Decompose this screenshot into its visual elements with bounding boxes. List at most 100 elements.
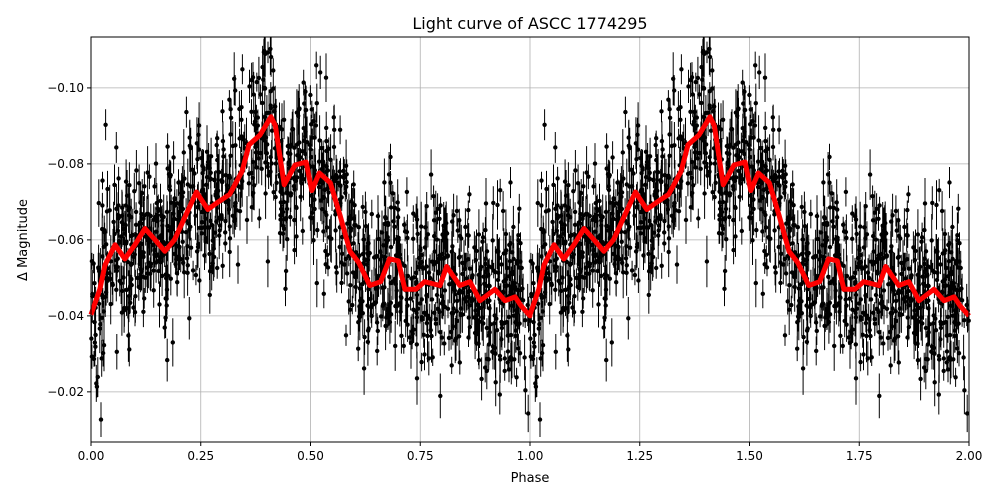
data-point xyxy=(413,270,419,275)
data-point xyxy=(933,328,939,333)
data-point xyxy=(750,119,755,124)
data-point xyxy=(366,326,371,331)
data-point xyxy=(92,319,97,325)
data-point xyxy=(233,200,238,206)
data-point xyxy=(597,198,602,204)
data-point xyxy=(237,136,242,141)
data-point xyxy=(512,280,517,286)
data-point xyxy=(235,262,241,267)
data-point xyxy=(340,251,345,256)
data-point xyxy=(701,85,706,91)
data-point xyxy=(889,324,895,329)
data-point xyxy=(484,356,490,362)
data-point xyxy=(446,335,452,341)
data-point xyxy=(284,190,289,195)
data-point xyxy=(227,249,232,255)
data-point xyxy=(449,249,454,254)
data-point xyxy=(757,70,762,75)
data-point xyxy=(922,261,927,267)
data-point xyxy=(159,273,165,279)
data-point xyxy=(877,393,882,399)
data-point xyxy=(642,216,647,221)
data-point xyxy=(875,269,880,274)
data-point xyxy=(500,208,506,214)
data-point xyxy=(182,270,187,275)
data-point xyxy=(284,206,290,212)
data-point xyxy=(124,193,130,198)
data-point xyxy=(562,203,568,208)
data-point xyxy=(755,184,761,190)
data-point xyxy=(425,333,430,339)
data-point xyxy=(529,291,534,297)
data-point xyxy=(154,200,159,206)
data-point xyxy=(669,213,675,218)
data-point xyxy=(339,280,344,286)
data-point xyxy=(108,276,113,282)
data-point xyxy=(467,324,473,330)
data-point xyxy=(894,228,899,233)
data-point xyxy=(424,204,429,209)
data-point xyxy=(892,338,897,343)
data-point xyxy=(445,306,451,311)
data-point xyxy=(688,109,693,115)
data-point xyxy=(334,270,339,275)
data-point xyxy=(776,127,782,132)
data-point xyxy=(636,225,642,230)
data-point xyxy=(614,280,619,285)
data-point xyxy=(623,109,628,115)
data-point xyxy=(536,269,541,274)
data-point xyxy=(929,349,934,354)
data-point xyxy=(649,238,654,243)
data-point xyxy=(483,201,489,206)
data-point xyxy=(508,180,513,185)
data-point xyxy=(858,252,863,258)
data-point xyxy=(434,292,440,298)
data-point xyxy=(314,280,319,286)
data-point xyxy=(486,342,492,347)
data-point xyxy=(607,225,612,230)
data-point xyxy=(431,194,436,199)
data-point xyxy=(357,286,362,291)
data-point xyxy=(764,252,769,257)
data-point xyxy=(174,271,180,276)
data-point xyxy=(678,117,683,123)
data-point xyxy=(860,332,865,337)
data-point xyxy=(404,189,410,195)
data-point xyxy=(698,166,703,171)
data-point xyxy=(268,169,273,174)
data-point xyxy=(753,101,758,106)
data-point xyxy=(796,253,801,258)
data-point xyxy=(539,295,544,301)
data-point xyxy=(387,319,393,325)
data-point xyxy=(938,337,943,342)
data-point xyxy=(480,315,485,320)
data-point xyxy=(122,231,128,236)
data-point xyxy=(835,235,840,240)
data-point xyxy=(590,242,595,248)
data-point xyxy=(505,349,511,354)
data-point xyxy=(506,367,512,372)
data-point xyxy=(307,142,313,148)
x-tick-label: 0.75 xyxy=(407,449,434,463)
data-point xyxy=(92,281,97,286)
data-point xyxy=(509,357,514,362)
data-point xyxy=(93,332,98,338)
data-point xyxy=(854,264,859,270)
data-point xyxy=(616,244,621,250)
data-point xyxy=(555,203,560,208)
data-point xyxy=(258,92,263,97)
data-point xyxy=(767,157,772,162)
data-point xyxy=(582,275,587,280)
data-point xyxy=(941,283,947,289)
data-point xyxy=(226,207,232,212)
data-point xyxy=(132,252,137,257)
data-point xyxy=(847,340,853,345)
data-point xyxy=(344,271,350,276)
data-point xyxy=(905,207,910,213)
data-point xyxy=(141,309,146,314)
data-point xyxy=(388,180,393,185)
data-point xyxy=(855,255,861,261)
data-point xyxy=(603,287,609,292)
data-point xyxy=(268,154,273,160)
data-point xyxy=(263,135,268,140)
